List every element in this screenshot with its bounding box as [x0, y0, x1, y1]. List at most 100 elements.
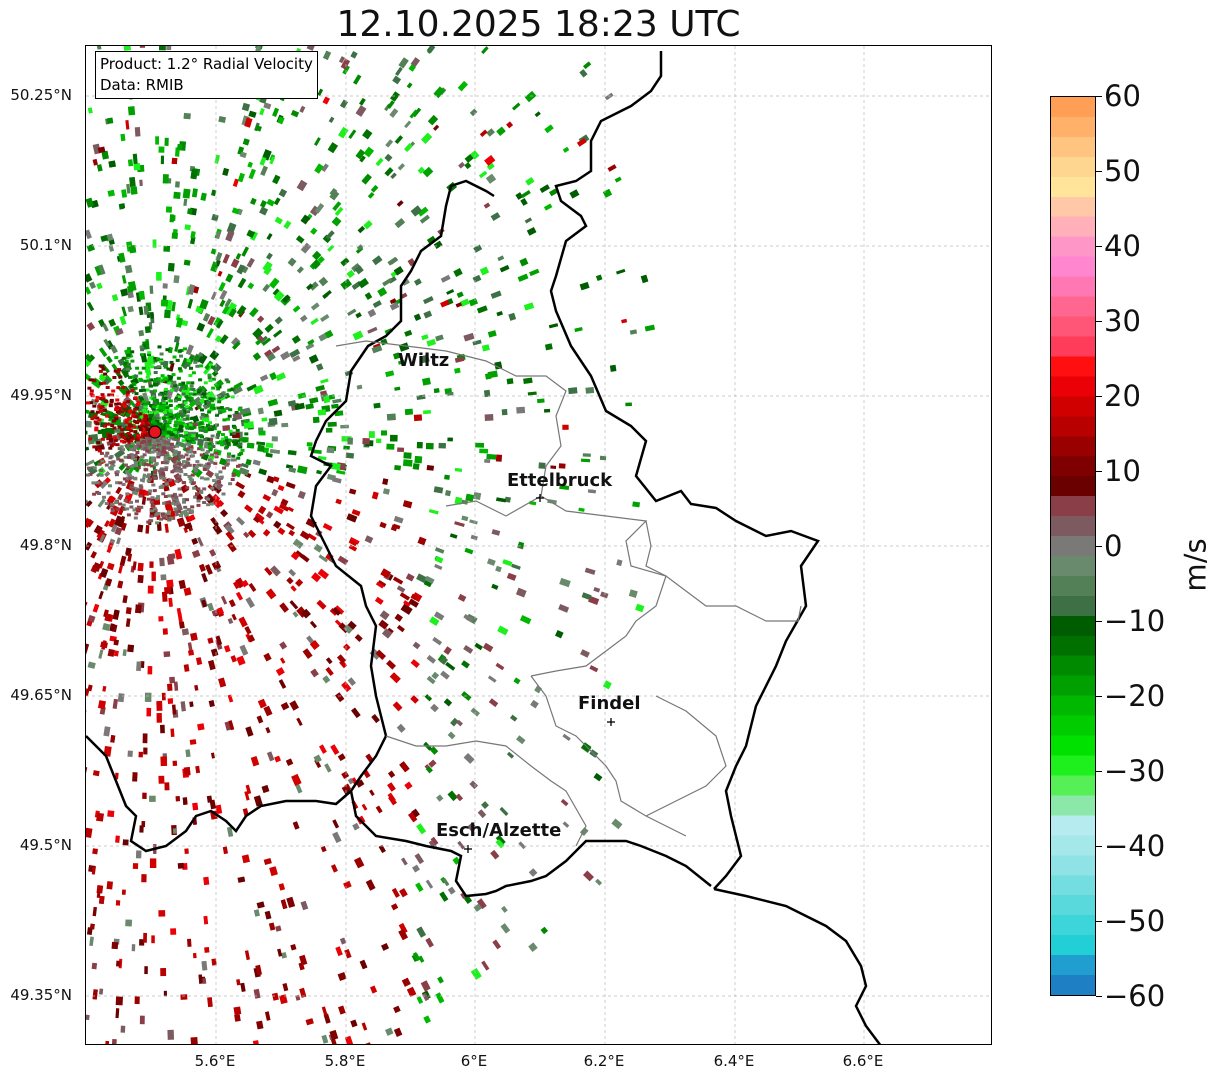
velocity-gate [463, 645, 474, 654]
velocity-gate [156, 452, 161, 456]
velocity-gate [257, 505, 267, 515]
velocity-gate [239, 151, 247, 159]
velocity-gate [154, 513, 159, 517]
velocity-gate [264, 349, 273, 358]
velocity-gate [593, 587, 601, 593]
velocity-gate [223, 645, 231, 653]
velocity-gate [476, 898, 487, 910]
velocity-gate [245, 784, 252, 795]
velocity-gate [86, 370, 92, 381]
velocity-gate [257, 444, 265, 452]
velocity-gate [133, 420, 138, 424]
velocity-gate [208, 379, 213, 383]
velocity-gate [196, 487, 201, 491]
velocity-gate [180, 405, 185, 409]
velocity-gate [314, 137, 321, 146]
velocity-gate [159, 46, 166, 51]
velocity-gate [204, 360, 214, 371]
velocity-gate [344, 1035, 354, 1044]
velocity-gate [262, 283, 271, 293]
velocity-gate [230, 395, 235, 399]
velocity-gate [152, 401, 157, 405]
velocity-gate [170, 728, 175, 738]
velocity-gate [105, 578, 113, 587]
velocity-gate [342, 65, 350, 75]
velocity-gate [425, 442, 434, 450]
velocity-gate [189, 447, 194, 451]
velocity-gate [506, 751, 515, 759]
velocity-gate [211, 386, 216, 390]
velocity-gate [183, 406, 188, 410]
velocity-gate [487, 330, 497, 338]
velocity-gate [154, 417, 159, 421]
velocity-gate [114, 501, 118, 505]
velocity-gate [295, 578, 304, 587]
velocity-gate [170, 928, 177, 935]
velocity-gate [417, 206, 429, 217]
velocity-gate [237, 277, 247, 289]
velocity-gate [149, 396, 154, 400]
velocity-gate [294, 402, 305, 411]
velocity-gate [339, 937, 347, 945]
velocity-gate [299, 987, 307, 998]
lat-tick: 50.25°N [10, 86, 72, 104]
velocity-gate [237, 453, 242, 457]
velocity-gate [104, 1040, 110, 1044]
velocity-gate [166, 441, 171, 445]
velocity-gate [519, 615, 532, 625]
city-label-findel: Findel [578, 693, 641, 714]
velocity-gate [193, 437, 198, 441]
velocity-gate [365, 879, 376, 891]
velocity-gate [97, 429, 106, 435]
velocity-gate [187, 514, 196, 522]
velocity-gate [177, 612, 183, 623]
velocity-gate [301, 608, 311, 619]
velocity-gate [351, 707, 361, 719]
velocity-gate [562, 821, 570, 828]
velocity-gate [109, 398, 114, 402]
velocity-gate [186, 457, 191, 461]
velocity-gate [596, 274, 603, 281]
velocity-gate [550, 465, 557, 469]
velocity-gate [141, 366, 146, 370]
velocity-gate [152, 437, 157, 441]
velocity-gate [144, 326, 151, 334]
velocity-gate [192, 463, 197, 467]
velocity-gate [224, 378, 229, 382]
velocity-gate [253, 795, 263, 807]
velocity-gate [210, 517, 219, 527]
velocity-gate [99, 480, 108, 489]
velocity-gate [91, 866, 96, 875]
velocity-gate [130, 488, 135, 492]
velocity-gate [158, 616, 164, 622]
germany-france-border [713, 887, 882, 1044]
velocity-gate [149, 500, 154, 504]
velocity-gate [384, 167, 394, 177]
velocity-gate [163, 397, 168, 400]
velocity-gate [343, 643, 351, 652]
velocity-gate [152, 403, 157, 407]
velocity-gate [124, 418, 129, 422]
velocity-gate [127, 159, 134, 167]
velocity-gate [124, 370, 129, 374]
velocity-gate [171, 704, 177, 715]
velocity-gate [104, 454, 109, 458]
velocity-gate [321, 163, 329, 172]
velocity-gate [348, 129, 357, 139]
velocity-gate [321, 1006, 328, 1016]
velocity-gate [149, 285, 154, 294]
velocity-gate [280, 702, 290, 711]
velocity-gate [169, 676, 176, 684]
velocity-gate [629, 329, 638, 335]
velocity-gate [319, 744, 327, 754]
velocity-gate [512, 102, 521, 111]
velocity-gate [127, 455, 132, 459]
velocity-gate [101, 150, 109, 160]
velocity-gate [202, 978, 207, 984]
velocity-gate [88, 472, 93, 476]
velocity-gate [153, 477, 158, 480]
velocity-gate [197, 537, 204, 547]
velocity-gate [211, 362, 222, 374]
velocity-gate [184, 405, 189, 409]
velocity-gate [169, 432, 174, 436]
